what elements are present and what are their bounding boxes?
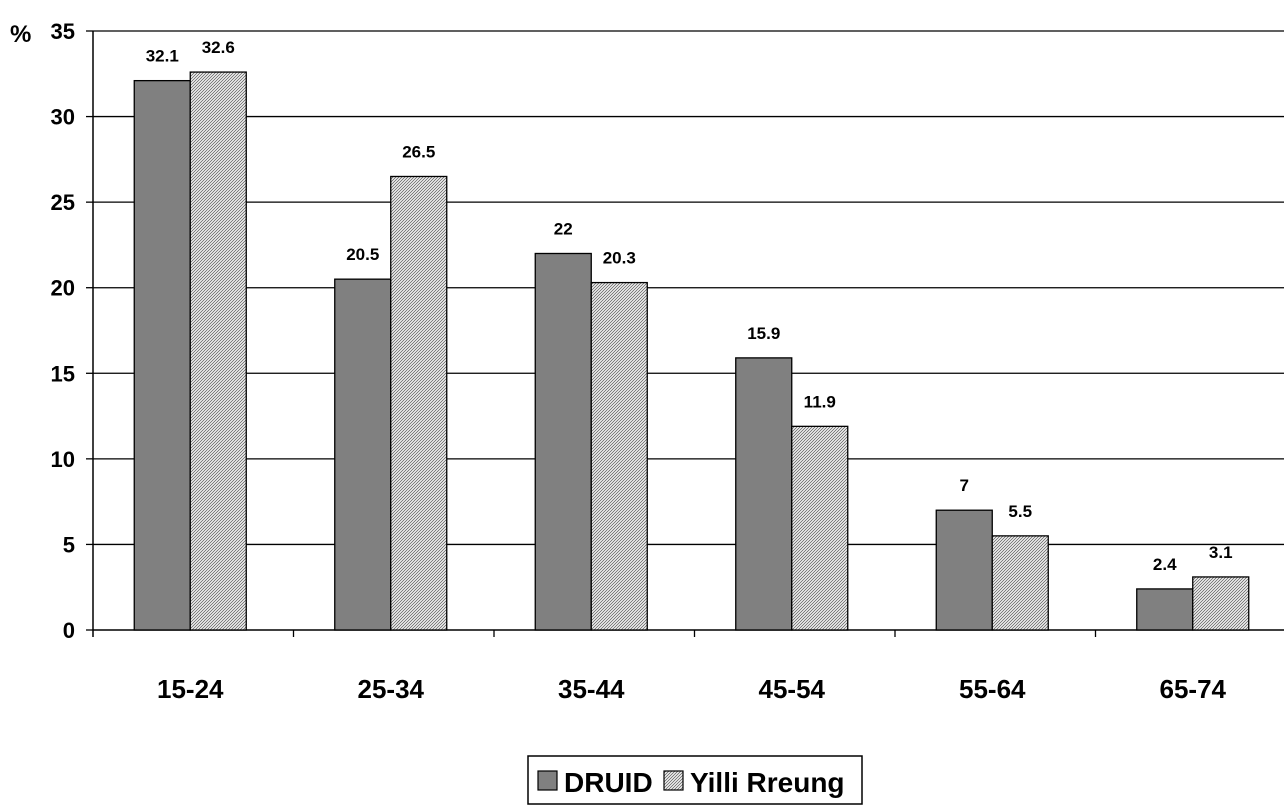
y-tick-label: 25: [51, 190, 75, 215]
data-label: 32.6: [202, 38, 235, 57]
x-category-label: 55-64: [959, 674, 1026, 704]
legend-box: [527, 755, 863, 805]
data-label: 2.4: [1153, 555, 1177, 574]
legend-swatch-druid: [537, 770, 558, 791]
y-tick-label: 35: [51, 19, 75, 44]
x-category-label: 25-34: [358, 674, 425, 704]
bar-druid: [1136, 588, 1194, 631]
y-tick-label: 20: [51, 276, 75, 301]
data-label: 7: [960, 476, 969, 495]
x-category-label: 65-74: [1160, 674, 1227, 704]
data-label: 22: [554, 219, 573, 238]
x-category-label: 35-44: [558, 674, 625, 704]
bar-yilli-rreung: [991, 535, 1049, 631]
bar-yilli-rreung: [590, 281, 648, 631]
bar-yilli-rreung: [1192, 576, 1250, 631]
data-label: 5.5: [1008, 502, 1032, 521]
y-tick-label: 15: [51, 361, 75, 386]
bar-yilli-rreung: [189, 71, 247, 631]
y-axis-unit-label: %: [10, 21, 31, 48]
bar-yilli-rreung: [791, 425, 849, 631]
y-tick-label: 5: [63, 532, 75, 557]
y-axis-ticks: 0 5 10 15 20 25 30 35: [51, 19, 93, 643]
legend-label-druid: DRUID: [564, 767, 653, 798]
bars: 32.1 32.6 20.5 26.5 22 20.3 15.9 11.9 7 5.5 2.4 3.1: [133, 38, 1250, 631]
data-label: 32.1: [146, 47, 179, 66]
y-tick-label: 30: [51, 105, 75, 130]
data-label: 11.9: [804, 392, 836, 411]
gridlines: [93, 30, 1284, 546]
bar-druid: [735, 357, 793, 631]
bar-druid: [935, 509, 993, 631]
data-label: 15.9: [747, 324, 780, 343]
data-label: 3.1: [1209, 543, 1233, 562]
x-category-label: 15-24: [157, 674, 224, 704]
x-category-label: 45-54: [759, 674, 826, 704]
data-label: 20.3: [603, 249, 636, 268]
data-label: 20.5: [346, 245, 379, 264]
axes: [92, 31, 1284, 637]
legend-label-yilli-rreung: Yilli Rreung: [690, 767, 845, 798]
y-tick-label: 0: [63, 618, 75, 643]
bar-druid: [334, 278, 392, 631]
data-label: 26.5: [402, 142, 435, 161]
bar-druid: [133, 79, 191, 631]
legend-swatch-yilli-rreung: [663, 770, 684, 791]
bar-yilli-rreung: [390, 175, 448, 631]
bar-druid: [534, 252, 592, 631]
legend: DRUID Yilli Rreung: [527, 755, 863, 805]
x-axis-labels: 15-24 25-34 35-44 45-54 55-64 65-74: [157, 630, 1227, 704]
y-tick-label: 10: [51, 447, 75, 472]
